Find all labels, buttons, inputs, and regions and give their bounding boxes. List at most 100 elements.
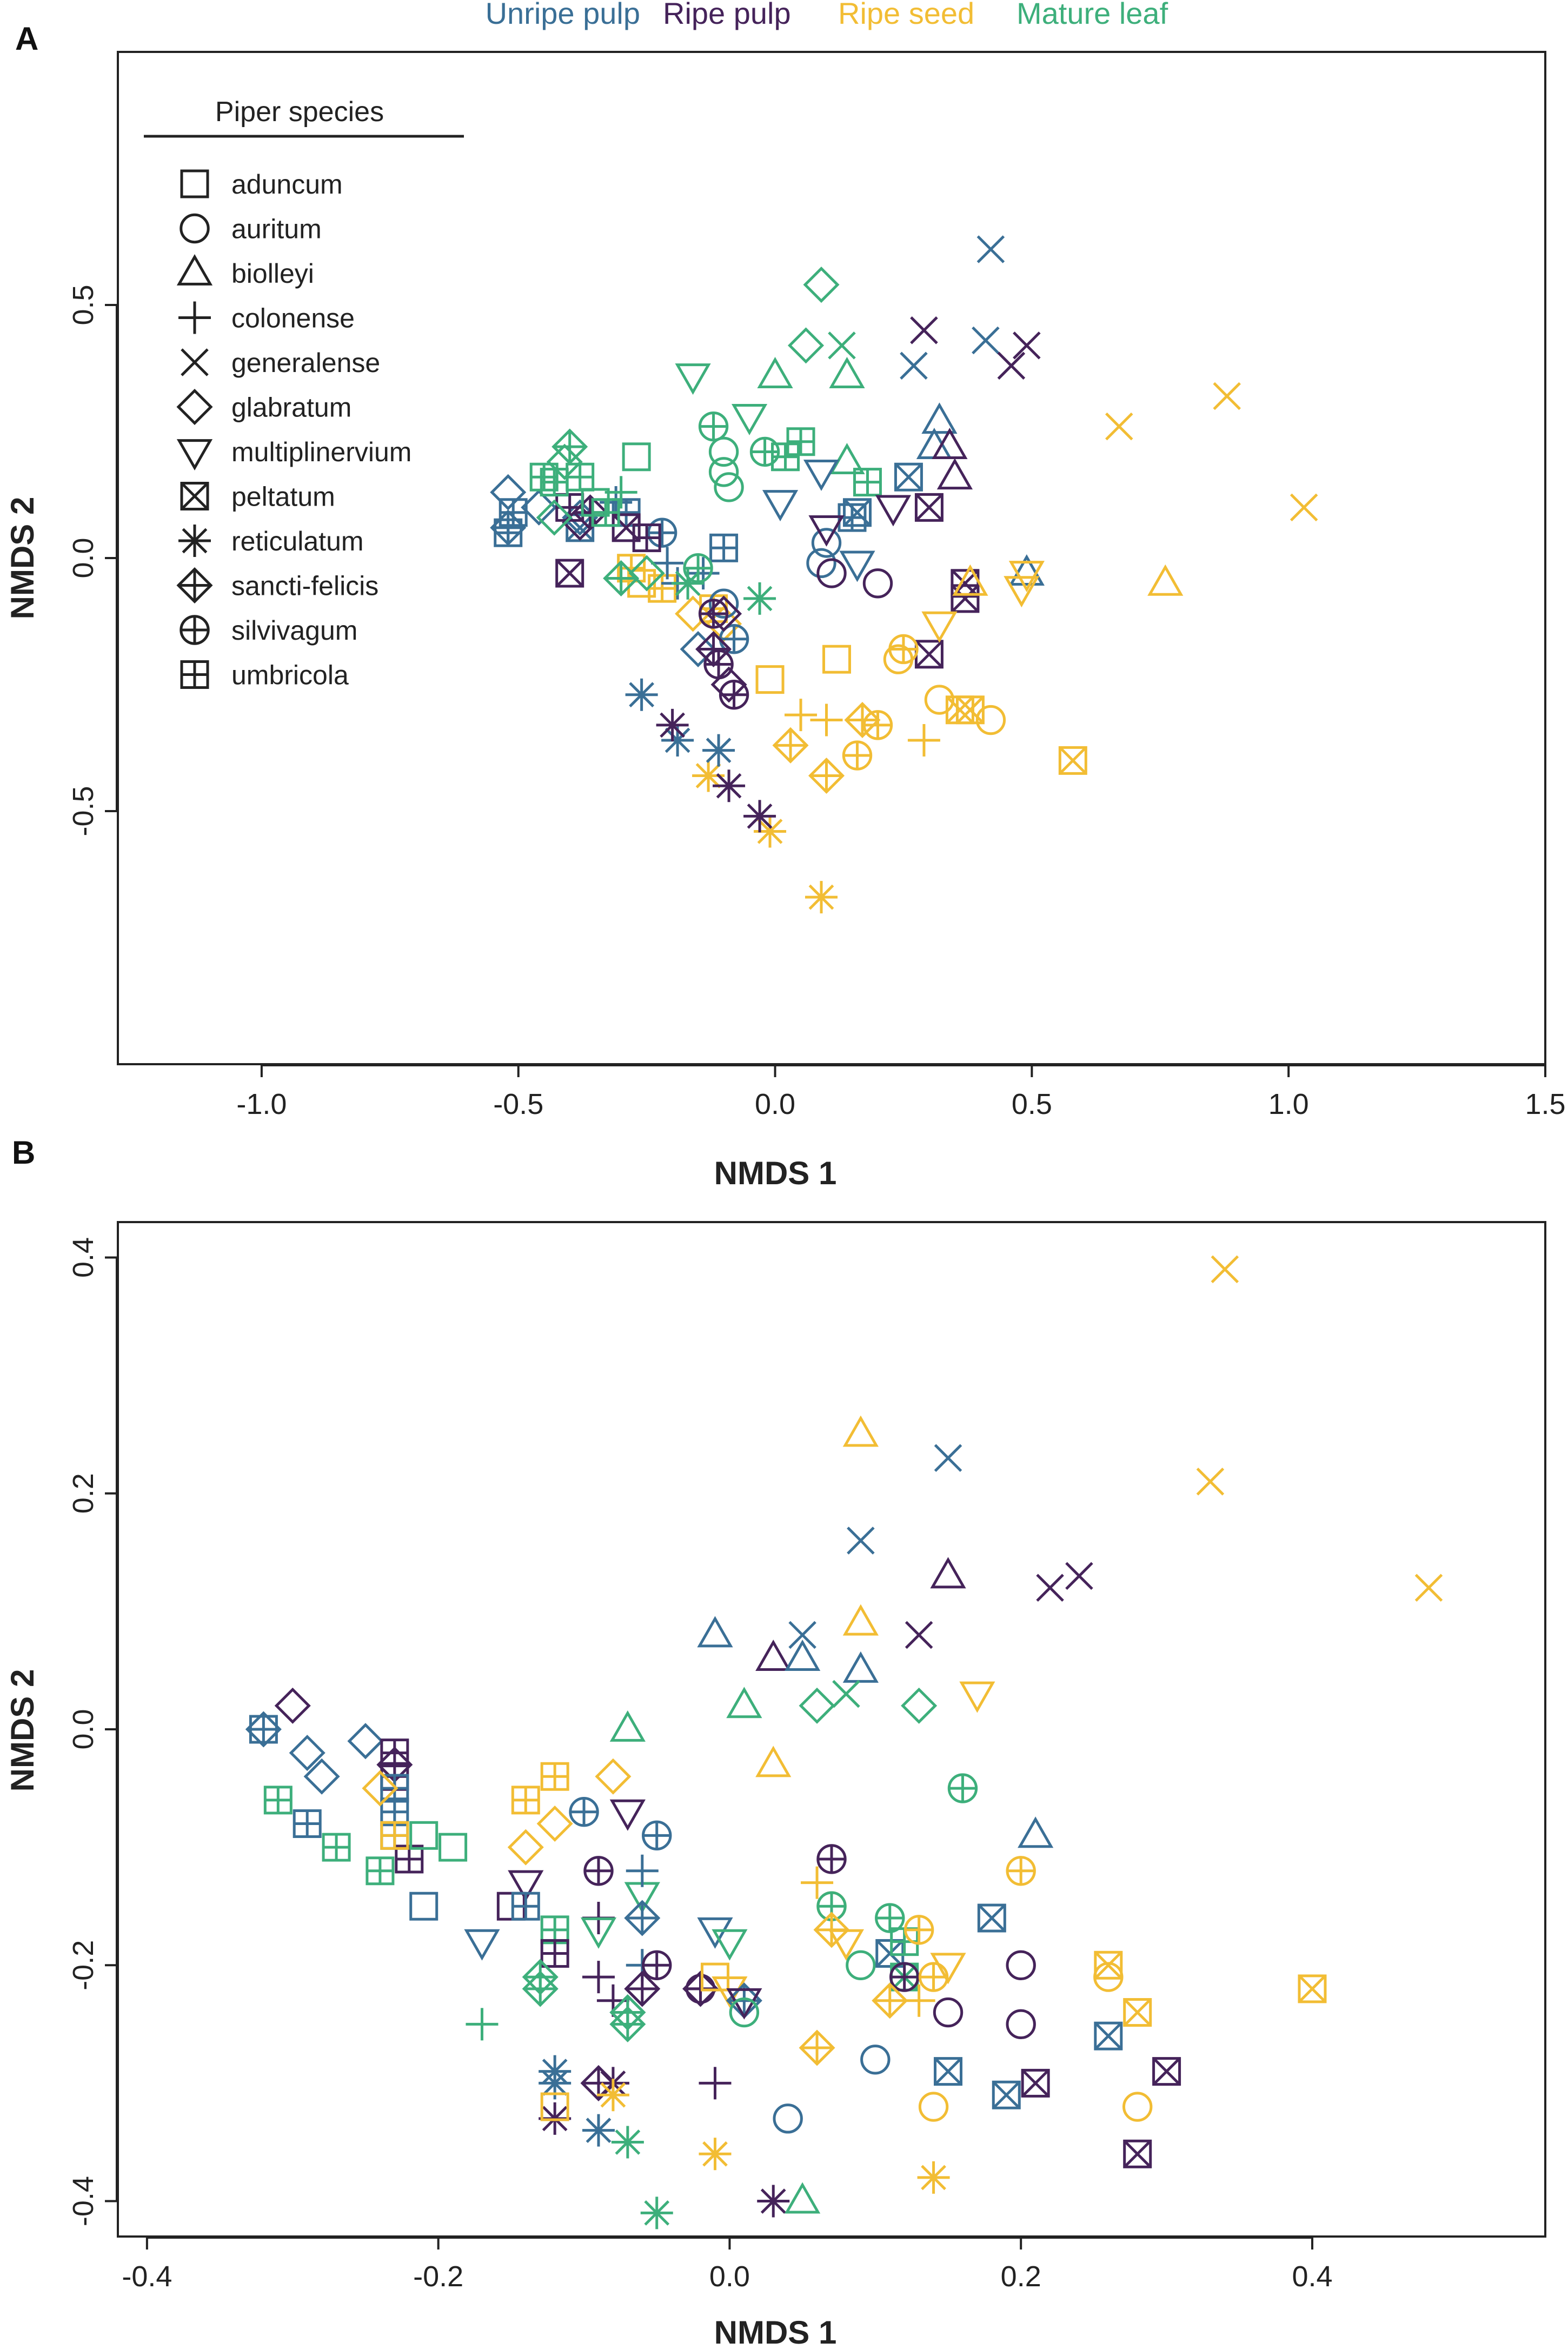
point-ripe-seed-sancti-felicis	[813, 1912, 850, 1948]
point-ripe-pulp-biolleyi	[936, 458, 973, 490]
point-ripe-pulp-biolleyi	[930, 1557, 966, 1589]
point-ripe-seed-colonense	[902, 1984, 935, 2017]
point-ripe-seed-auritum	[975, 705, 1006, 735]
point-unripe-pulp-generalense	[847, 1527, 875, 1555]
species-legend-item-sancti-felicis: sancti-felicis	[176, 567, 378, 604]
point-unripe-pulp-umbricola	[380, 1797, 409, 1827]
panel-a-x-axis-title: NMDS 1	[714, 1155, 837, 1191]
point-mature-leaf-reticulatum	[611, 2126, 644, 2159]
species-legend-item-umbricola: umbricola	[180, 660, 349, 691]
point-unripe-pulp-colonense	[651, 547, 684, 580]
point-mature-leaf-umbricola	[853, 468, 882, 497]
point-ripe-pulp-silvivagum	[816, 1844, 847, 1874]
point-unripe-pulp-generalense	[788, 1621, 816, 1649]
point-mature-leaf-umbricola	[566, 462, 595, 492]
species-legend-item-generalense: generalense	[181, 348, 380, 378]
panel-b: B -0.4 -0.2 0.0 0.2 0.4 -0.4 -0.2 0.0 0.2 0.4 NMD…	[4, 1134, 1546, 2349]
point-unripe-pulp-biolleyi	[921, 402, 958, 434]
point-unripe-pulp-peltatum	[934, 2057, 963, 2086]
panel-b-x-axis-title: NMDS 1	[714, 2314, 837, 2349]
point-ripe-seed-sancti-felicis	[844, 701, 881, 739]
panel-b-y-axis-title: NMDS 2	[4, 1669, 41, 1792]
point-unripe-pulp-glabratum	[680, 631, 716, 668]
triangle-up-icon	[176, 254, 213, 286]
point-ripe-pulp-peltatum	[914, 640, 944, 669]
point-ripe-seed-aduncum	[822, 645, 851, 674]
point-mature-leaf-glabratum	[536, 499, 573, 536]
point-mature-leaf-umbricola	[322, 1833, 351, 1862]
circle-plus-icon	[180, 615, 210, 645]
point-mature-leaf-umbricola	[540, 468, 569, 497]
point-unripe-pulp-generalense	[934, 1444, 962, 1472]
point-unripe-pulp-glabratum	[303, 1758, 340, 1795]
point-ripe-pulp-generalense	[997, 351, 1026, 380]
point-unripe-pulp-glabratum	[490, 474, 527, 510]
species-legend-label: multiplinervium	[231, 437, 411, 467]
point-unripe-pulp-silvivagum	[647, 517, 677, 548]
point-ripe-pulp-reticulatum	[757, 2185, 790, 2218]
point-mature-leaf-auritum	[708, 457, 739, 487]
panel-b-x-tick-label: -0.2	[413, 2260, 463, 2293]
panel-b-x-tick-label: 0.2	[1001, 2260, 1041, 2293]
point-mature-leaf-auritum	[729, 1997, 760, 2028]
point-ripe-pulp-auritum	[816, 558, 847, 588]
point-ripe-pulp-multiplinervium	[808, 515, 845, 547]
point-ripe-seed-multiplinervium	[921, 611, 958, 643]
panel-b-x-tick-label: -0.4	[122, 2260, 172, 2293]
point-mature-leaf-silvivagum	[947, 1773, 978, 1803]
point-unripe-pulp-biolleyi	[785, 1640, 821, 1671]
asterisk-icon	[178, 525, 211, 557]
panel-a-y-axis-title: NMDS 2	[4, 497, 41, 620]
square-plus-icon	[180, 660, 209, 689]
point-ripe-seed-glabratum	[595, 1758, 632, 1795]
species-legend-items: aduncum auritum biolleyi colonense generalen…	[176, 169, 411, 691]
point-mature-leaf-biolleyi	[757, 357, 793, 388]
panel-b-y-tick-label: -0.2	[67, 1940, 99, 1990]
square-x-icon	[180, 482, 209, 510]
panel-b-x-tick-label: 0.0	[709, 2260, 750, 2293]
point-ripe-pulp-multiplinervium	[726, 1988, 762, 2020]
plus-icon	[178, 301, 211, 334]
point-ripe-seed-umbricola	[540, 1762, 569, 1791]
point-mature-leaf-sancti-felicis	[522, 1970, 559, 2007]
point-ripe-seed-glabratum	[507, 1829, 544, 1866]
species-legend-label: reticulatum	[231, 526, 364, 556]
panel-b-label: B	[12, 1134, 35, 1171]
point-ripe-pulp-umbricola	[380, 1738, 409, 1768]
species-legend-title: Piper species	[215, 96, 384, 128]
point-ripe-pulp-auritum	[933, 1997, 964, 2028]
point-ripe-pulp-glabratum	[710, 666, 747, 703]
point-ripe-seed-colonense	[785, 699, 818, 732]
point-mature-leaf-multiplinervium	[580, 1917, 617, 1949]
point-mature-leaf-biolleyi	[609, 1710, 646, 1742]
point-ripe-seed-biolleyi	[842, 1415, 879, 1447]
point-unripe-pulp-biolleyi	[1018, 1816, 1054, 1848]
point-ripe-seed-generalense	[1213, 382, 1241, 410]
point-ripe-pulp-peltatum	[1021, 2068, 1050, 2098]
point-ripe-pulp-reticulatum	[713, 769, 746, 802]
panel-a-x-tick-label: 1.0	[1268, 1088, 1309, 1120]
species-legend-label: generalense	[231, 348, 380, 378]
species-legend-item-aduncum: aduncum	[180, 169, 343, 200]
point-ripe-seed-auritum	[924, 685, 955, 715]
point-unripe-pulp-biolleyi	[1008, 554, 1045, 586]
point-ripe-seed-auritum	[1093, 1962, 1124, 1992]
panel-b-y-tick-label: 0.2	[67, 1473, 99, 1514]
point-ripe-pulp-peltatum	[914, 493, 944, 522]
panel-a-axes: -1.0 -0.5 0.0 0.5 1.0 1.5 -0.5 0.0 0.5	[67, 284, 1566, 1120]
point-unripe-pulp-reticulatum	[582, 2114, 615, 2147]
panel-b-points	[245, 1255, 1443, 2229]
point-ripe-seed-umbricola	[617, 554, 646, 583]
point-unripe-pulp-multiplinervium	[697, 1917, 733, 1949]
point-unripe-pulp-auritum	[773, 2104, 803, 2134]
point-ripe-seed-biolleyi	[952, 564, 988, 596]
point-ripe-pulp-peltatum	[555, 559, 584, 588]
point-ripe-pulp-silvivagum	[698, 599, 729, 629]
panel-b-axes: -0.4 -0.2 0.0 0.2 0.4 -0.4 -0.2 0.0 0.2 0.4	[67, 1237, 1333, 2293]
point-unripe-pulp-multiplinervium	[762, 490, 799, 522]
species-legend-item-glabratum: glabratum	[176, 388, 351, 426]
point-mature-leaf-glabratum	[787, 327, 825, 364]
species-legend-item-biolleyi: biolleyi	[176, 254, 314, 289]
point-ripe-seed-reticulatum	[699, 2138, 732, 2171]
point-ripe-seed-generalense	[1414, 1574, 1443, 1602]
